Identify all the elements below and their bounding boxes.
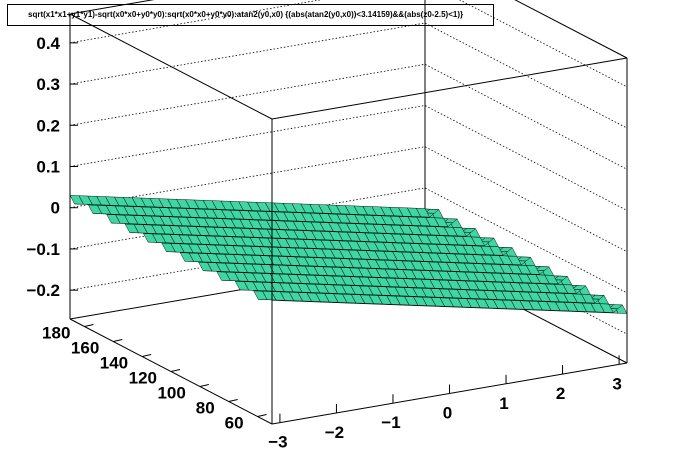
y-tick-label: 60 [225,414,244,433]
z-tick-label: 0.3 [36,75,60,94]
y-tick [228,399,238,402]
surface-cell [69,195,84,205]
x-tick-label: 0 [443,404,452,423]
y-tick [113,339,123,342]
y-tick [257,414,267,417]
x-tick-label: 1 [499,394,508,413]
plot-title: sqrt(x1*x1+y1*y1)-sqrt(x0*x0+y0*y0):sqrt… [7,4,494,26]
x-tick-label: 2 [556,384,565,403]
y-tick [170,369,181,372]
left-top-edge [69,13,273,120]
grid-line [69,63,628,170]
y-tick-label: 180 [42,324,70,343]
y-tick-label: 160 [71,339,99,358]
x-tick-label: −1 [381,413,400,432]
z-tick-label: 0.2 [36,116,60,135]
z-tick-label: 0.1 [36,158,60,177]
z-tick-label: 0 [51,199,60,218]
y-tick-label: 100 [157,384,185,403]
y-tick [84,324,94,327]
x-tick-label: −3 [268,433,287,452]
grid-line [69,22,628,129]
z-tick-label: 0.4 [36,34,60,53]
z-tick-label: −0.1 [26,240,60,259]
grid-line [69,105,628,211]
grid-line [69,146,628,253]
y-tick [142,354,152,357]
back-top-edge [69,0,155,15]
grid-line [69,0,628,88]
surface-mesh [69,195,628,314]
right-top-edge [514,0,628,59]
z-tick-label: −0.2 [26,281,60,300]
axis-ticks [70,42,620,423]
y-tick-label: 140 [100,354,128,373]
x-tick-label: −2 [325,423,344,442]
front-top-edge [271,57,628,120]
y-tick [199,384,209,387]
y-tick-label: 80 [196,399,215,418]
y-tick-label: 120 [129,369,157,388]
x-tick-label: 3 [612,374,621,393]
